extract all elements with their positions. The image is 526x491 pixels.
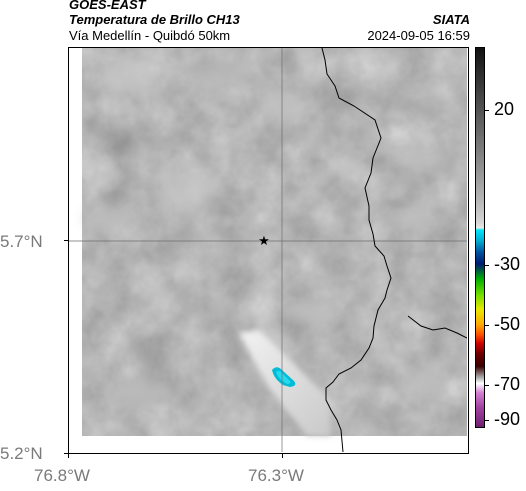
brightness-temperature-field: ★ <box>69 48 467 452</box>
agency-label: SIATA <box>432 12 470 27</box>
colorbar-label-minus90: -90 <box>494 409 521 429</box>
department-boundary <box>321 48 392 452</box>
colorbar-label-minus30: -30 <box>494 254 521 274</box>
colorbar-label-minus50: -50 <box>494 314 521 334</box>
lon-tick <box>68 454 69 458</box>
lon-label-76.3: 76.3°W <box>248 466 304 485</box>
datetime-label: 2024-09-05 16:59 <box>367 28 470 43</box>
colorbar-tick <box>485 110 489 111</box>
department-boundary-east <box>407 315 467 339</box>
lat-tick <box>64 240 68 241</box>
temperature-colorbar <box>475 47 485 428</box>
lat-tick <box>64 453 68 454</box>
lat-label-5.2: 5.2°N <box>0 444 43 463</box>
satellite-map: ★ <box>68 47 469 454</box>
colorbar-tick <box>485 265 489 266</box>
lat-label-5.7: 5.7°N <box>0 232 43 251</box>
product-title: Temperatura de Brillo CH13 <box>69 12 240 27</box>
colorbar-label-20: 20 <box>494 99 515 119</box>
satellite-name: GOES-EAST <box>69 0 146 12</box>
colorbar-tick <box>485 420 489 421</box>
colorbar-tick <box>485 325 489 326</box>
colorbar-tick <box>485 385 489 386</box>
convective-cell <box>272 367 296 387</box>
lon-label-76.8: 76.8°W <box>34 466 90 485</box>
star-marker-icon: ★ <box>258 234 270 249</box>
colorbar-label-minus70: -70 <box>494 374 521 394</box>
lon-tick <box>282 454 283 458</box>
region-label: Vía Medellín - Quibdó 50km <box>69 28 231 43</box>
bright-cloud-patches <box>85 62 448 407</box>
